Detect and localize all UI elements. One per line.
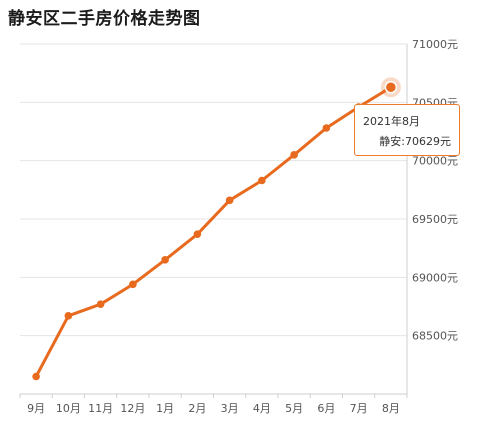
x-tick-label: 9月: [27, 402, 45, 415]
data-point: [129, 280, 137, 289]
data-point: [290, 151, 298, 159]
x-tick-label: 1月: [156, 402, 174, 415]
data-point: [225, 196, 234, 205]
data-point: [96, 300, 105, 308]
data-tooltip: 2021年8月 静安:70629元: [354, 104, 460, 156]
tooltip-date: 2021年8月: [363, 115, 420, 128]
y-tick-label: 71000元: [412, 38, 458, 51]
y-tick-label: 69500元: [412, 213, 458, 226]
series-line: [34, 85, 393, 378]
x-tick-label: 2月: [188, 402, 206, 415]
data-point: [161, 256, 169, 264]
x-tick-label: 5月: [285, 402, 303, 415]
x-tick-label: 4月: [253, 402, 271, 415]
data-point: [32, 372, 40, 381]
tooltip-value: 静安:70629元: [379, 135, 451, 148]
x-tick-label: 11月: [88, 402, 113, 415]
data-point: [193, 230, 202, 238]
data-point: [64, 312, 73, 320]
x-tick-label: 8月: [382, 402, 400, 415]
y-tick-label: 69000元: [412, 271, 458, 284]
x-tick-label: 3月: [221, 402, 239, 415]
chart-title: 静安区二手房价格走势图: [8, 9, 201, 29]
highlight-point: [384, 81, 398, 94]
data-point: [322, 124, 331, 132]
x-tick-label: 10月: [56, 402, 81, 415]
y-tick-label: 68500元: [412, 330, 458, 343]
y-tick-label: 70000元: [412, 155, 458, 168]
x-tick-label: 6月: [317, 402, 335, 415]
x-tick-label: 12月: [120, 402, 145, 415]
data-point: [258, 176, 266, 185]
x-tick-label: 7月: [350, 402, 368, 415]
